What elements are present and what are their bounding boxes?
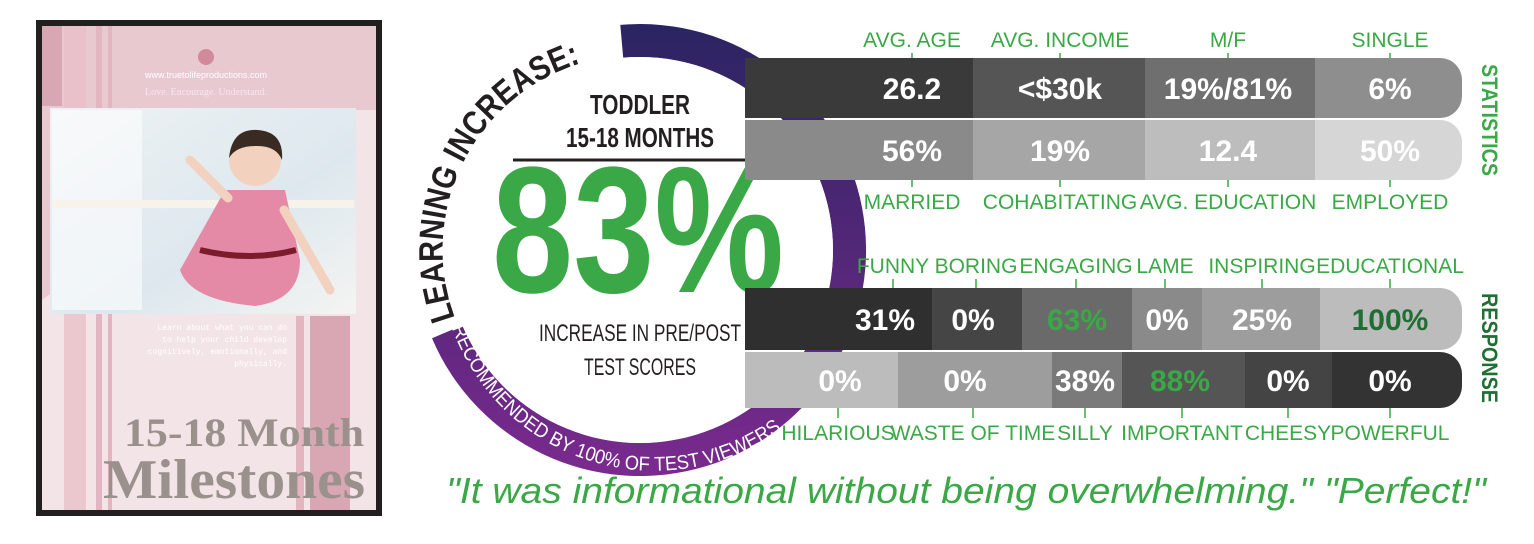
cell-label: MARRIED [864, 191, 961, 214]
cell-label: WASTE OF TIME [891, 422, 1056, 445]
cell [745, 352, 898, 408]
cell [1145, 58, 1315, 118]
cell-value: 0% [818, 365, 861, 398]
cell-value: 0% [943, 365, 986, 398]
cell-label: CHEESY [1245, 422, 1331, 445]
poster-blurb: to help your child develop [162, 336, 287, 345]
cell [1145, 120, 1315, 180]
age: 15-18 MONTHS [566, 122, 714, 153]
cell-value: 38% [1055, 365, 1115, 398]
cell [973, 58, 1145, 118]
cell [1122, 352, 1245, 408]
cell [898, 352, 1052, 408]
cell [745, 288, 932, 350]
poster-tagline: Love. Encourage. Understand. [145, 87, 267, 98]
cell [745, 120, 973, 180]
cell-value: 63% [1047, 304, 1107, 337]
cell-label: SINGLE [1351, 29, 1428, 52]
cell [745, 58, 973, 118]
cell-value: <$30k [1018, 73, 1103, 106]
cell [1332, 352, 1440, 408]
poster-url: www.truetolifeproductions.com [144, 70, 267, 80]
poster-stripe [296, 316, 304, 510]
response-label: RESPONSE [1477, 293, 1502, 403]
cell-label: FUNNY [857, 255, 929, 278]
cell-value: 19% [1030, 135, 1090, 168]
cell-label: M/F [1210, 29, 1246, 52]
group: TODDLER [590, 89, 690, 120]
photo-hair [229, 129, 283, 160]
cell-value: 0% [1266, 365, 1309, 398]
cell [1315, 120, 1440, 180]
cell-value: 100% [1352, 304, 1429, 337]
quote: "It was informational without being over… [446, 470, 1488, 511]
cell-value: 25% [1232, 304, 1292, 337]
cell-label: HILARIOUS [781, 422, 894, 445]
poster-blurb: Learn about what you can do [157, 324, 287, 333]
cell-label: EDUCATIONAL [1316, 255, 1464, 278]
cell-value: 31% [855, 304, 915, 337]
photo-dress [180, 190, 300, 306]
cell-label: EMPLOYED [1332, 191, 1449, 214]
cell [1022, 288, 1132, 350]
cell-label: COHABITATING [983, 191, 1137, 214]
cell-label: AVG. EDUCATION [1140, 191, 1317, 214]
circle-panel: LEARNING INCREASE: RECOMMENDED BY 100% O… [413, 24, 867, 477]
photo-sill [52, 200, 354, 208]
cell-value: 88% [1150, 365, 1210, 398]
poster-blurb: cognitively, emotionally, and [148, 348, 287, 357]
cell-label: SILLY [1057, 422, 1113, 445]
poster-title: 15-18 Month [124, 410, 364, 455]
cell [932, 288, 1022, 350]
photo-curtain [52, 110, 142, 310]
cell-label: AVG. INCOME [991, 29, 1129, 52]
cell [1202, 288, 1320, 350]
cell-label: LAME [1136, 255, 1193, 278]
statistics-label: STATISTICS [1477, 64, 1502, 176]
headline: 83% [492, 130, 784, 331]
cell [1052, 352, 1122, 408]
cell [1132, 288, 1202, 350]
tables: 26.2 AVG. AGE <$30k AVG. INCOME 19%/81% M/F 6%… [745, 29, 1464, 445]
logo [198, 49, 214, 65]
cell-value: 0% [951, 304, 994, 337]
cell-value: 50% [1360, 135, 1420, 168]
cell-value: 0% [1145, 304, 1188, 337]
poster-title: Milestones [103, 449, 365, 511]
cell [973, 120, 1145, 180]
cell-label: INSPIRING [1208, 255, 1315, 278]
cell [1315, 58, 1440, 118]
photo-arm [279, 205, 335, 295]
cell-label: POWERFUL [1330, 422, 1449, 445]
photo-ribbon [199, 247, 297, 259]
cell [1245, 352, 1332, 408]
cell-label: ENGAGING [1019, 255, 1132, 278]
photo-arm [185, 155, 233, 203]
poster: www.truetolifeproductions.com Love. Enco… [36, 20, 382, 516]
poster-stripe [310, 316, 350, 510]
cell-value: 12.4 [1199, 135, 1258, 168]
cell-value: 0% [1368, 365, 1411, 398]
cell-label: BORING [935, 255, 1018, 278]
caption: TEST SCORES [584, 354, 696, 381]
cell-value: 19%/81% [1164, 73, 1292, 106]
cell-label: AVG. AGE [863, 29, 961, 52]
caption: INCREASE IN PRE/POST [539, 320, 741, 347]
cell-value: 26.2 [883, 73, 941, 106]
poster-stripe [42, 26, 62, 106]
cell-value: 6% [1368, 73, 1411, 106]
cell [1320, 288, 1440, 350]
cell-value: 56% [882, 135, 942, 168]
inner-disk [447, 57, 833, 443]
cell-label: IMPORTANT [1121, 422, 1243, 445]
poster-blurb: physically. [234, 360, 287, 369]
